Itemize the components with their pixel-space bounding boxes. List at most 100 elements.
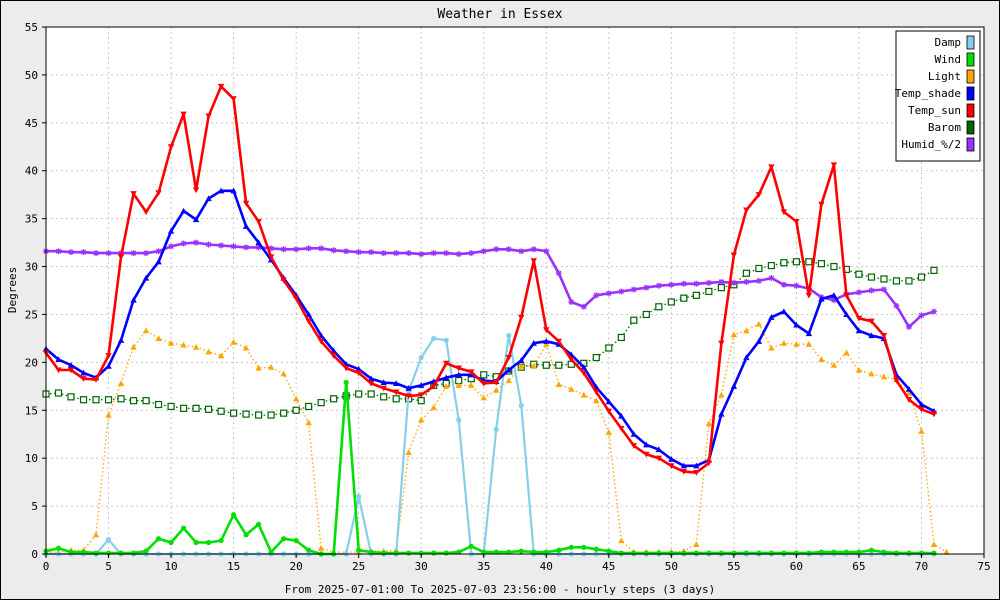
data-point <box>405 449 412 455</box>
data-point <box>268 549 274 555</box>
data-point <box>668 463 675 470</box>
data-point <box>530 246 537 253</box>
data-point <box>530 258 537 264</box>
data-point <box>718 550 724 556</box>
data-point <box>630 286 637 293</box>
data-point <box>242 410 250 418</box>
data-point <box>456 417 462 423</box>
data-point <box>204 405 213 413</box>
data-point <box>655 282 662 289</box>
data-point <box>518 314 525 321</box>
data-point <box>242 200 250 207</box>
data-point <box>880 275 888 283</box>
data-point <box>806 550 812 556</box>
data-point <box>255 218 262 225</box>
data-point <box>768 275 775 282</box>
data-point <box>105 537 112 543</box>
data-point <box>443 360 450 367</box>
data-point <box>230 96 237 103</box>
series-light <box>42 320 950 555</box>
data-point <box>217 187 225 194</box>
data-point <box>92 377 100 383</box>
data-point <box>543 338 550 344</box>
data-point <box>693 469 700 476</box>
data-point <box>730 279 737 286</box>
x-tick-label: 45 <box>602 560 615 573</box>
data-point <box>755 320 763 327</box>
data-point <box>493 246 500 253</box>
data-point <box>468 543 474 549</box>
data-point <box>493 386 500 393</box>
data-point <box>693 550 699 556</box>
y-tick-label: 40 <box>25 165 38 178</box>
data-point <box>893 302 900 309</box>
data-point <box>155 335 162 341</box>
data-point <box>418 251 425 258</box>
data-point <box>130 550 137 556</box>
data-point <box>568 298 575 305</box>
data-point <box>142 274 150 281</box>
data-point <box>205 348 212 355</box>
data-point <box>218 242 225 249</box>
data-point <box>306 547 312 553</box>
data-point <box>868 287 875 294</box>
data-point <box>367 375 375 382</box>
data-point <box>343 248 350 255</box>
data-point <box>755 338 763 344</box>
data-point <box>568 544 574 550</box>
data-point <box>630 443 638 449</box>
y-axis-label: Degrees <box>6 267 19 313</box>
x-tick-label: 40 <box>540 560 553 573</box>
data-point <box>118 550 124 556</box>
data-point <box>543 549 549 555</box>
data-point <box>655 303 663 311</box>
data-point <box>443 374 450 381</box>
x-tick-label: 20 <box>290 560 303 573</box>
data-point <box>205 113 212 120</box>
data-point <box>642 310 650 319</box>
data-point <box>293 537 299 544</box>
x-tick-label: 15 <box>227 560 240 573</box>
data-point <box>68 549 74 555</box>
plot-area <box>46 27 984 554</box>
x-tick-label: 55 <box>727 560 740 573</box>
data-point <box>431 335 437 342</box>
data-point <box>868 547 875 553</box>
data-point <box>230 409 238 417</box>
data-point <box>193 539 199 546</box>
data-point <box>130 296 137 303</box>
data-point <box>305 245 312 252</box>
data-point <box>418 354 424 361</box>
x-tick-label: 70 <box>915 560 928 573</box>
data-point <box>480 371 488 379</box>
data-point <box>180 240 187 247</box>
series-temp-shade <box>42 187 938 469</box>
data-point <box>531 549 537 555</box>
data-point <box>268 245 275 252</box>
data-point <box>80 549 87 555</box>
data-point <box>680 462 688 469</box>
data-point <box>656 550 662 556</box>
data-point <box>180 111 187 118</box>
data-point <box>555 270 562 277</box>
data-point <box>530 340 537 346</box>
gridlines <box>46 27 984 554</box>
data-point <box>668 281 675 288</box>
data-point <box>680 294 688 302</box>
data-point <box>230 243 237 250</box>
data-point <box>255 411 263 419</box>
data-point <box>80 249 87 256</box>
data-point <box>880 332 888 339</box>
data-point <box>718 391 725 398</box>
data-point <box>592 353 600 362</box>
data-point <box>918 401 925 408</box>
legend-label: Damp <box>935 36 962 49</box>
data-point <box>730 383 738 389</box>
data-point <box>280 409 288 417</box>
data-point <box>180 525 187 531</box>
data-point <box>180 341 187 348</box>
x-tick-label: 60 <box>790 560 803 573</box>
data-point <box>756 550 762 556</box>
data-point <box>518 402 524 409</box>
data-point <box>142 209 150 216</box>
